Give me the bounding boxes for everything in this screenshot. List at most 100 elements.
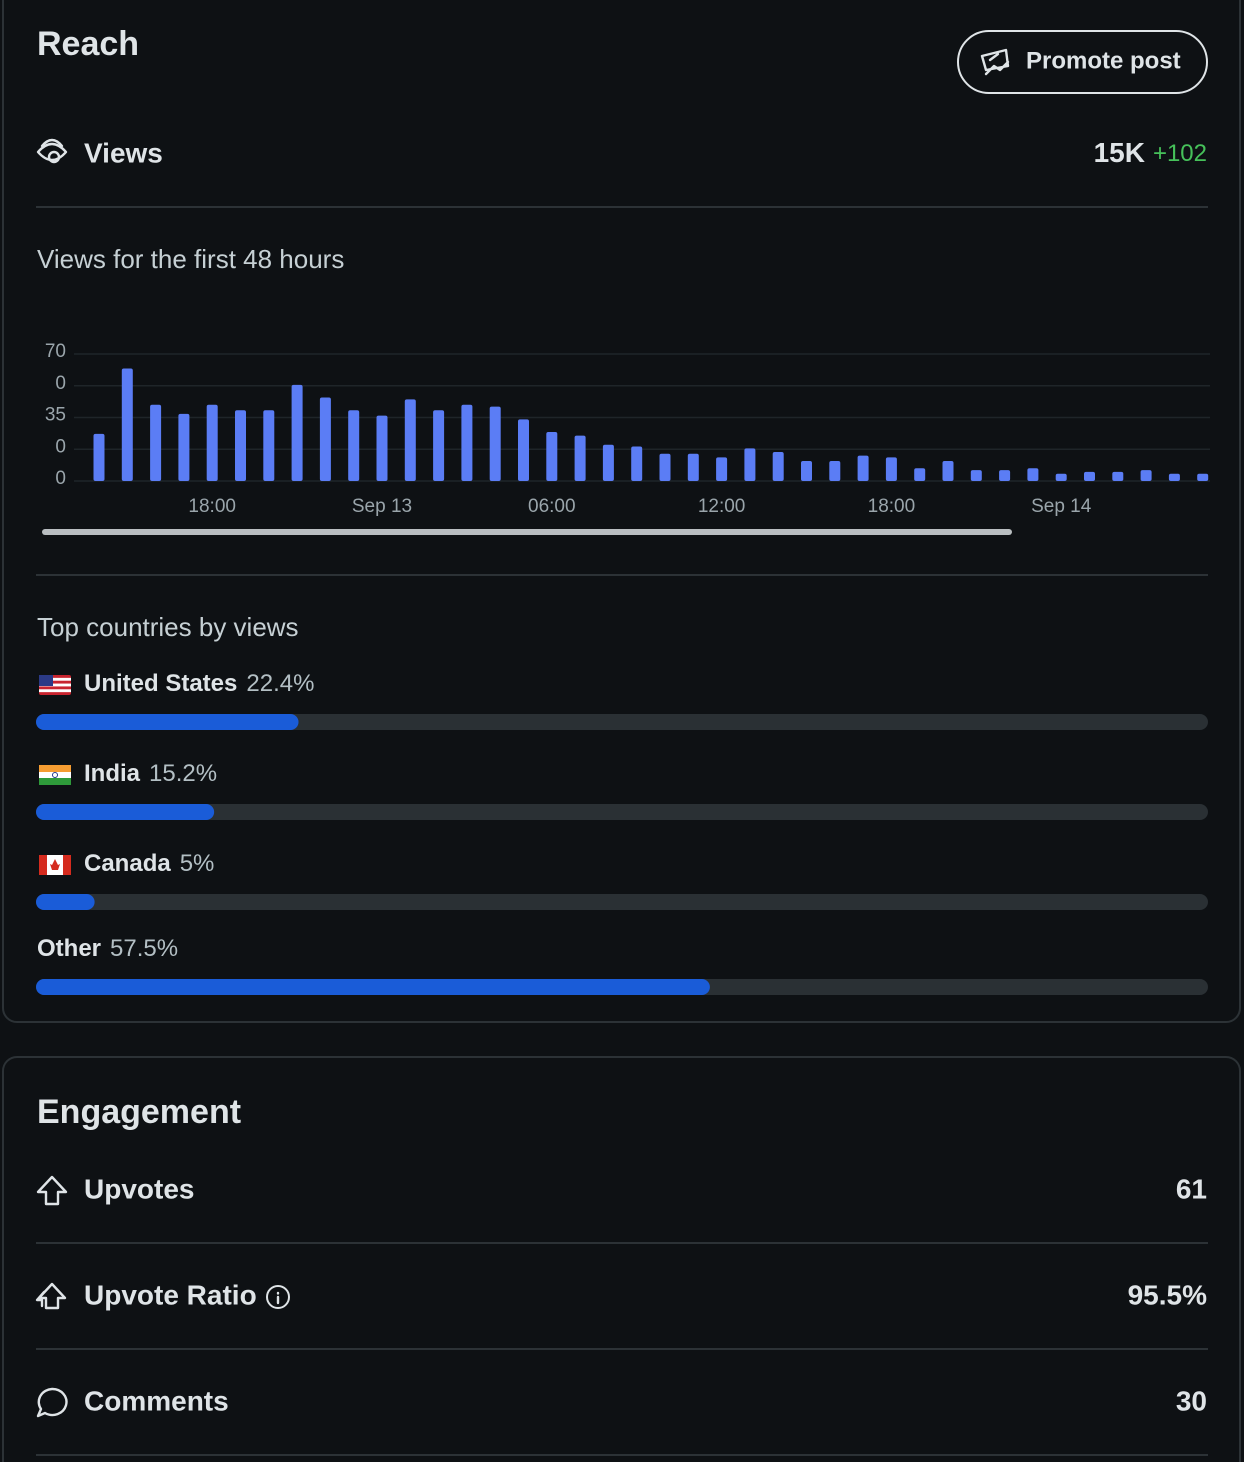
bar: [1168, 473, 1180, 481]
bar: [1197, 473, 1209, 481]
bar: [206, 404, 218, 481]
bar: [914, 468, 926, 481]
x-tick-label: 06:00: [528, 496, 576, 517]
metric-value: 61: [1176, 1173, 1207, 1204]
flag-in-bot: [39, 778, 71, 785]
y-tick-label: 35: [45, 405, 66, 426]
metric-value: 95.5%: [1128, 1279, 1207, 1310]
bar: [150, 404, 162, 481]
bar: [461, 404, 473, 481]
bar: [744, 448, 756, 481]
bar: [235, 410, 246, 481]
bar: [687, 453, 699, 481]
flag-ca-l: [39, 855, 47, 875]
button-label[interactable]: Promote post: [1026, 47, 1181, 74]
bar: [857, 455, 869, 481]
flag-ca-r: [63, 855, 71, 875]
progress-bar: [36, 894, 95, 910]
progress-bar: [36, 804, 215, 820]
bar: [772, 451, 784, 481]
chart-title: Views for the first 48 hours: [37, 244, 344, 274]
comments-icon: [36, 1387, 68, 1418]
metric-label: Upvote Ratio: [84, 1279, 257, 1310]
bar: [574, 435, 586, 481]
bar: [999, 470, 1011, 481]
bar: [829, 461, 841, 481]
country-name: Other: [37, 935, 101, 962]
views-row: Views 15K +102: [36, 137, 1207, 168]
country-row: United States 22.4%: [84, 670, 314, 697]
promote-button[interactable]: Promote post: [957, 30, 1208, 94]
reach-card: [2, 0, 1241, 1023]
country-percent: 15.2%: [149, 760, 217, 787]
bar: [1055, 473, 1067, 481]
country-name: India: [84, 760, 141, 787]
x-tick-label: Sep 13: [352, 496, 412, 517]
bar: [404, 399, 416, 481]
x-tick-label: 12:00: [698, 496, 746, 517]
bar: [433, 410, 445, 481]
bar: [121, 368, 133, 481]
metric-label: Comments: [84, 1385, 229, 1416]
bar: [546, 432, 558, 481]
progress-track: [36, 894, 1208, 910]
y-tick-label: 0: [55, 436, 66, 457]
bar: [263, 410, 275, 481]
engagement-card: [2, 1056, 1241, 1462]
countries-list: United States 22.4% India 15.2% Canada 5% Othe…: [36, 670, 1208, 995]
metric-label: Upvotes: [84, 1173, 194, 1204]
metric-value: 30: [1176, 1385, 1207, 1416]
bar: [291, 384, 303, 481]
views-icon-pupil: [47, 150, 61, 164]
progress-bar: [36, 714, 299, 730]
views-delta: +102: [1153, 140, 1207, 167]
country-name: Canada: [84, 850, 171, 877]
views-icon: [36, 138, 68, 162]
country-name: United States: [84, 670, 237, 697]
flag-stripe: [39, 683, 71, 687]
scrollbar[interactable]: [42, 529, 1012, 535]
bar: [602, 444, 614, 481]
country-percent: 22.4%: [246, 670, 314, 697]
x-tick-label: Sep 14: [1031, 496, 1092, 517]
bar: [348, 410, 360, 481]
bar: [1084, 471, 1095, 481]
flag-ca-leaf: [50, 859, 60, 870]
y-tick-label: 0: [55, 373, 66, 394]
promote-icon: [980, 48, 1010, 76]
bar: [1027, 468, 1039, 481]
upvote-ratio-icon: [35, 1282, 67, 1310]
x-tick-label: 18:00: [868, 496, 916, 517]
bar: [631, 446, 643, 481]
y-tick-label: 70: [45, 341, 66, 362]
y-tick-label: 0: [55, 468, 66, 489]
bar: [885, 457, 897, 481]
reach-title: Reach: [37, 25, 139, 63]
country-percent: 5%: [180, 850, 215, 877]
flag-in-top: [39, 765, 71, 772]
flag-canton: [39, 675, 53, 686]
bar: [178, 413, 190, 481]
x-tick-label: 18:00: [188, 496, 236, 517]
progress-track: [36, 804, 1208, 820]
bar: [970, 470, 982, 481]
bar: [319, 397, 331, 481]
views-total: 15K: [1094, 137, 1145, 168]
button-outline[interactable]: [957, 30, 1208, 94]
bar: [801, 461, 812, 481]
countries-title: Top countries by views: [37, 612, 299, 642]
engagement-list: Upvotes 61 Upvote Ratio 95.5% Comments 30: [36, 1173, 1208, 1456]
progress-bar: [36, 979, 710, 995]
bar: [489, 406, 501, 481]
bar: [1112, 471, 1124, 481]
info-icon[interactable]: [266, 1285, 290, 1309]
bar: [93, 433, 105, 481]
country-row: Canada 5%: [84, 850, 214, 877]
country-row: India 15.2%: [84, 760, 217, 787]
country-percent: 57.5%: [110, 935, 178, 962]
flag-in-chakra: [52, 772, 58, 778]
views-value: 15K +102: [1094, 137, 1207, 168]
flag-stripe: [39, 677, 71, 681]
flag-stripe: [39, 689, 71, 693]
